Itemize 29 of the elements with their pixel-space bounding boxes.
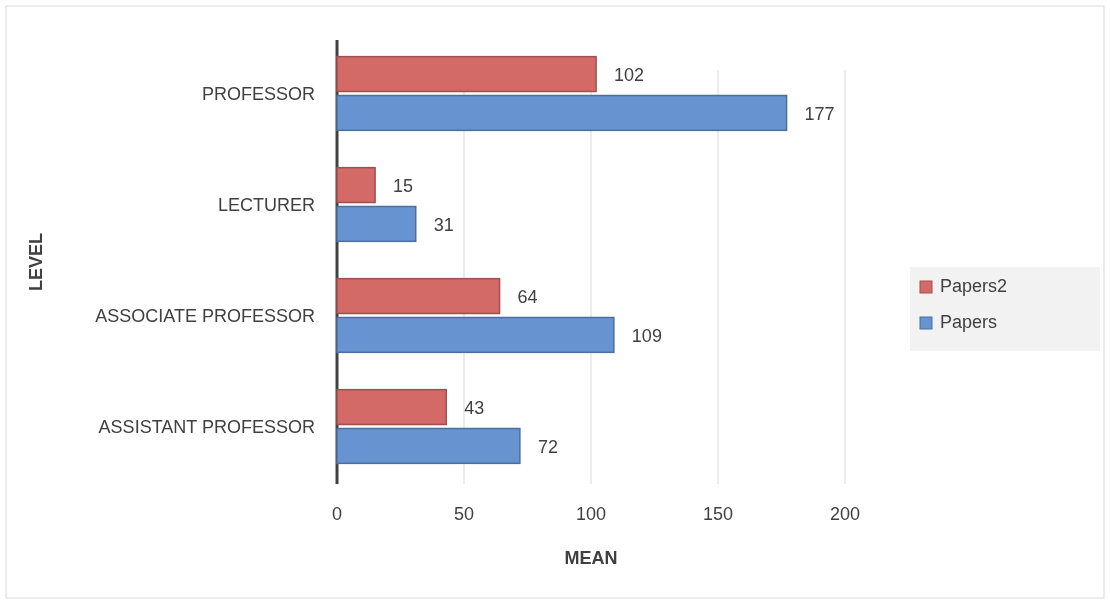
data-label: 64 xyxy=(517,286,538,307)
data-label: 15 xyxy=(393,175,414,196)
data-label: 31 xyxy=(433,214,454,235)
bar xyxy=(336,427,521,465)
bar xyxy=(336,388,447,426)
y-tick-label: PROFESSOR xyxy=(201,84,315,105)
y-tick-label: ASSISTANT PROFESSOR xyxy=(98,417,315,438)
y-axis-title: LEVEL xyxy=(26,232,46,292)
x-tick-label: 150 xyxy=(702,504,734,524)
x-tick-label: 0 xyxy=(331,504,343,524)
data-label: 102 xyxy=(614,64,645,85)
x-axis-title: MEAN xyxy=(564,548,618,568)
legend-label: Papers xyxy=(940,311,998,332)
bar xyxy=(336,55,597,93)
legend-label: Papers2 xyxy=(940,275,1008,296)
bar xyxy=(336,277,501,315)
bar xyxy=(336,205,417,243)
bar xyxy=(336,166,376,204)
x-tick-label: 200 xyxy=(829,504,861,524)
x-tick-label: 50 xyxy=(453,504,475,524)
y-tick-label: ASSOCIATE PROFESSOR xyxy=(95,306,315,327)
x-tick-label: 100 xyxy=(575,504,607,524)
data-label: 43 xyxy=(464,397,485,418)
bar xyxy=(336,94,788,132)
data-label: 109 xyxy=(631,325,662,346)
data-label: 72 xyxy=(537,436,558,457)
data-label: 177 xyxy=(804,103,835,124)
bar xyxy=(336,316,615,354)
y-tick-label: LECTURER xyxy=(217,195,315,216)
